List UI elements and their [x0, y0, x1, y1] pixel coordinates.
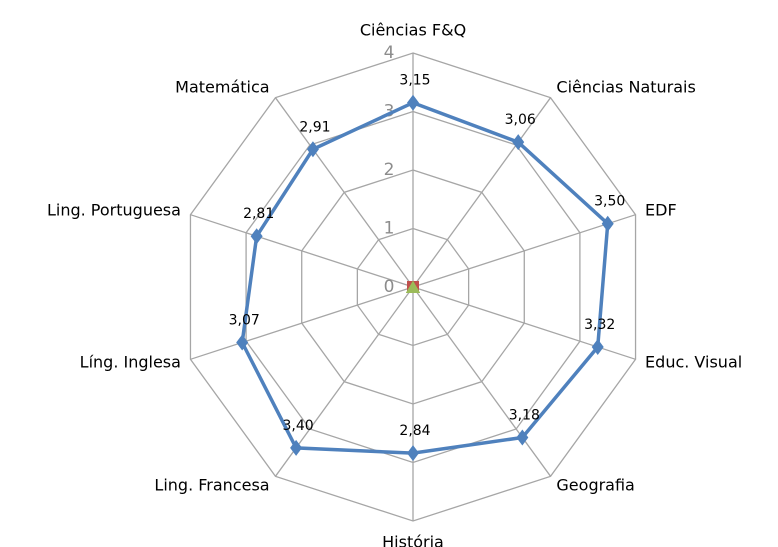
point [407, 445, 419, 462]
value-label: 3,32 [584, 317, 615, 333]
r-tick-label: 4 [384, 43, 395, 63]
category-label: Educ. Visual [645, 353, 742, 372]
point [250, 228, 263, 245]
category-label: Ling. Francesa [154, 476, 269, 495]
spoke [274, 97, 414, 288]
value-label: 2,81 [243, 206, 274, 222]
value-label: 2,84 [399, 423, 430, 439]
category-label: EDF [645, 200, 677, 219]
point [290, 439, 303, 456]
category-label: História [382, 533, 444, 547]
point [601, 215, 614, 232]
spoke [412, 214, 636, 288]
category-label: Líng. Inglesa [80, 353, 181, 372]
point [406, 281, 420, 293]
r-tick-label: 2 [384, 160, 395, 180]
r-tick-label: 0 [384, 277, 395, 297]
value-label: 3,15 [399, 73, 430, 89]
value-label: 3,40 [283, 418, 314, 434]
point [306, 141, 319, 158]
r-tick-label: 3 [384, 102, 395, 122]
point [407, 94, 419, 111]
category-label: Ciências Naturais [556, 77, 695, 96]
spoke [412, 97, 552, 288]
value-label: 2,91 [299, 119, 330, 135]
point [591, 339, 604, 356]
value-label: 3,07 [229, 312, 260, 328]
point [236, 334, 249, 351]
category-label: Ling. Portuguesa [47, 200, 181, 219]
point [512, 134, 525, 151]
value-label: 3,18 [509, 408, 540, 424]
spoke [190, 286, 414, 360]
r-tick-label: 1 [384, 219, 395, 239]
category-label: Ciências F&Q [360, 21, 466, 40]
category-label: Geografia [556, 476, 634, 495]
value-label: 3,06 [505, 112, 536, 128]
point [516, 429, 529, 446]
spoke [412, 286, 552, 477]
spoke [190, 214, 414, 288]
value-label: 3,50 [594, 194, 625, 210]
category-label: Matemática [175, 77, 269, 96]
